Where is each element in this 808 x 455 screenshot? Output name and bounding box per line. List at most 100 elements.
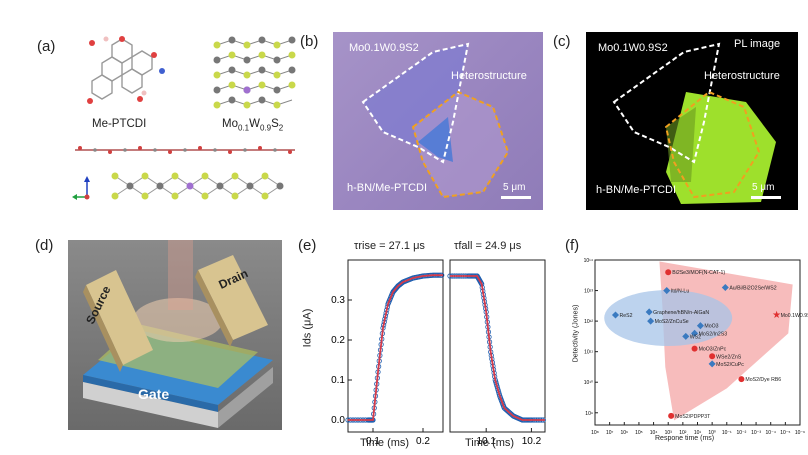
x-tick-label-f-14: 10⁻⁶ (795, 430, 805, 436)
scale-bar-label-c: 5 μm (752, 182, 775, 193)
x-tick-label-f-9: 10⁻¹ (722, 430, 732, 436)
x-tick-label-f-4: 10⁴ (650, 430, 658, 436)
x-tick-label-e1-0: 10.1 (476, 436, 496, 447)
panel-a: (a) Me-PTCDI (0, 0, 310, 225)
detectivity-axis-title: Detectivity (Jones) (572, 304, 580, 363)
hbn-annotation-c: h-BN/Me-PTCDI (596, 184, 677, 196)
tau-fall-label: τfall = 24.9 μs (454, 240, 522, 252)
data-label-f-6: MoO3 (704, 324, 718, 330)
device-drawing (83, 240, 273, 428)
ids-axis-title: Ids (μA) (301, 308, 314, 348)
x-tick-label-e0-1: 0.2 (416, 436, 430, 447)
x-tick-label-f-1: 10⁷ (606, 430, 614, 436)
data-point-f-0 (665, 269, 672, 276)
data-label-f-1: Au/Bi/Bi2O2Se/WS2 (729, 286, 776, 292)
data-point-f-14 (668, 412, 675, 419)
mows2-annotation-c: Mo0.1W0.9S2 (598, 42, 668, 54)
scale-bar-c (751, 196, 781, 199)
blue-region-f (604, 290, 733, 347)
scale-bar-b (501, 196, 531, 199)
x-tick-label-f-5: 10³ (665, 430, 673, 436)
optical-image-b: Mo0.1W0.9S2 Heterostructure h-BN/Me-PTCD… (333, 32, 543, 210)
y-tick-label-e-3: 0.3 (331, 295, 345, 306)
data-label-f-12: MoS2/CuPc (716, 362, 744, 368)
data-point-f-3 (611, 311, 620, 319)
fit-line-e0 (348, 274, 443, 421)
x-tick-label-e1-1: 10.2 (522, 436, 542, 447)
response-axis-title: Respone time (ms) (655, 435, 715, 442)
data-label-f-14: MoS2/PDPP3T (675, 414, 711, 420)
mows2-label-sub1: 0.1 (237, 123, 250, 133)
x-tick-label-f-3: 10⁵ (635, 430, 643, 436)
mows2-label-s: S (271, 118, 279, 130)
y-tick-label-e-0: 0.0 (331, 415, 345, 426)
x-tick-label-e0-0: 0.1 (366, 436, 380, 447)
panel-label-f: (f) (565, 237, 580, 254)
y-tick-label-f-4: 10¹⁰ (584, 380, 593, 386)
gate-label: Gate (138, 386, 170, 402)
mows2-label-sub2: 0.9 (259, 123, 272, 133)
x-tick-label-f-11: 10⁻³ (751, 430, 761, 436)
data-label-f-7: MoS2/In2S3 (699, 331, 728, 337)
mows2-lattice (213, 36, 296, 109)
fit-line-e1 (450, 275, 545, 421)
y-tick-label-e-2: 0.2 (331, 335, 345, 346)
mows2-label-mo: Mo (222, 118, 238, 130)
x-tick-label-f-12: 10⁻⁴ (766, 430, 776, 436)
x-tick-label-f-0: 10⁸ (591, 430, 599, 436)
panel-label-c: (c) (553, 33, 571, 50)
x-tick-label-f-13: 10⁻⁵ (780, 430, 790, 436)
data-label-f-9: Mo0.1W0.9S2/Me-PTCDI (781, 313, 808, 319)
y-tick-label-f-5: 10⁹ (585, 411, 593, 417)
axis-triad-icon (72, 176, 90, 200)
plot-frame-e1 (449, 259, 546, 433)
data-label-f-0: Bi2Se3/MOF(N-CAT-1) (672, 270, 725, 276)
panel-label-a: (a) (37, 38, 56, 55)
heterostructure-annotation-b: Heterostructure (451, 70, 527, 82)
device-schematic: Source Drain Gate (68, 240, 282, 430)
time-axis-title-2: Time (ms) (465, 437, 515, 449)
mows2-annotation-b: Mo0.1W0.9S2 (349, 42, 419, 54)
pl-image-c: Mo0.1W0.9S2 PL image Heterostructure h-B… (586, 32, 798, 210)
data-point-f-9: ★ (772, 310, 781, 321)
panel-f: (f) 10⁸ 10⁷ 10⁶ 10⁵ 10⁴ 10³ 10² 10¹ 10⁰ 10⁻¹ 10⁻² 1… (555, 230, 808, 455)
panel-label-e: (e) (298, 237, 317, 254)
panel-label-d: (d) (35, 237, 54, 254)
y-tick-label-f-1: 10¹³ (584, 289, 593, 295)
panel-b: (b) Mo0.1W0.9S2 Heterostructure h-BN/Me-… (298, 30, 543, 210)
mows2-label-w: W (249, 118, 260, 130)
y-tick-label-f-3: 10¹¹ (584, 350, 593, 356)
panel-label-b: (b) (300, 33, 319, 50)
detectivity-chart: 10⁸ 10⁷ 10⁶ 10⁵ 10⁴ 10³ 10² 10¹ 10⁰ 10⁻¹ 10⁻² 10⁻³ 1… (584, 258, 808, 436)
data-point-f-13 (738, 376, 745, 383)
hbn-annotation-b: h-BN/Me-PTCDI (347, 182, 428, 194)
pl-image-annotation: PL image (734, 38, 781, 50)
side-view-structure (75, 146, 295, 200)
data-label-f-13: MoS2/Dye RB6 (745, 377, 781, 383)
me-ptcdi-label: Me-PTCDI (92, 118, 147, 130)
data-point-f-11 (709, 353, 716, 360)
panel-e: (e) 0.1 0.2 0.0 0.1 0.2 0.3 10.1 10.2 τrise = 2… (290, 230, 560, 455)
rise-fall-chart: 0.1 0.2 0.0 0.1 0.2 0.3 10.1 10.2 (331, 259, 546, 447)
heterostructure-annotation-c: Heterostructure (704, 70, 780, 82)
x-tick-label-f-10: 10⁻² (736, 430, 746, 436)
me-ptcdi-molecule (87, 36, 165, 104)
data-point-f-8 (682, 332, 690, 340)
flake-outlines-c (612, 42, 776, 204)
y-tick-label-f-0: 10¹⁴ (584, 258, 593, 264)
x-tick-label-f-7: 10¹ (694, 430, 702, 436)
tau-rise-label: τrise = 27.1 μs (354, 240, 425, 252)
x-tick-label-f-6: 10² (679, 430, 687, 436)
data-point-f-10 (691, 345, 698, 352)
panel-c: (c) Mo0.1W0.9S2 PL image Heterostructure… (548, 30, 808, 210)
panel-d: (d) Source Drain Gate (30, 230, 290, 450)
data-label-f-3: ReS2 (620, 313, 633, 319)
flake-outlines-b (361, 42, 510, 199)
data-label-f-2: Itd/N-Lu (671, 289, 690, 295)
data-label-f-8: WS2 (690, 334, 701, 340)
y-tick-label-e-1: 0.1 (331, 375, 345, 386)
time-axis-title-1: Time (ms) (360, 437, 410, 449)
data-label-f-5: MoS2/ZnCuSe (655, 319, 689, 325)
x-tick-label-f-2: 10⁶ (620, 430, 628, 436)
data-label-f-10: MoO3/ZnPc (699, 347, 727, 353)
